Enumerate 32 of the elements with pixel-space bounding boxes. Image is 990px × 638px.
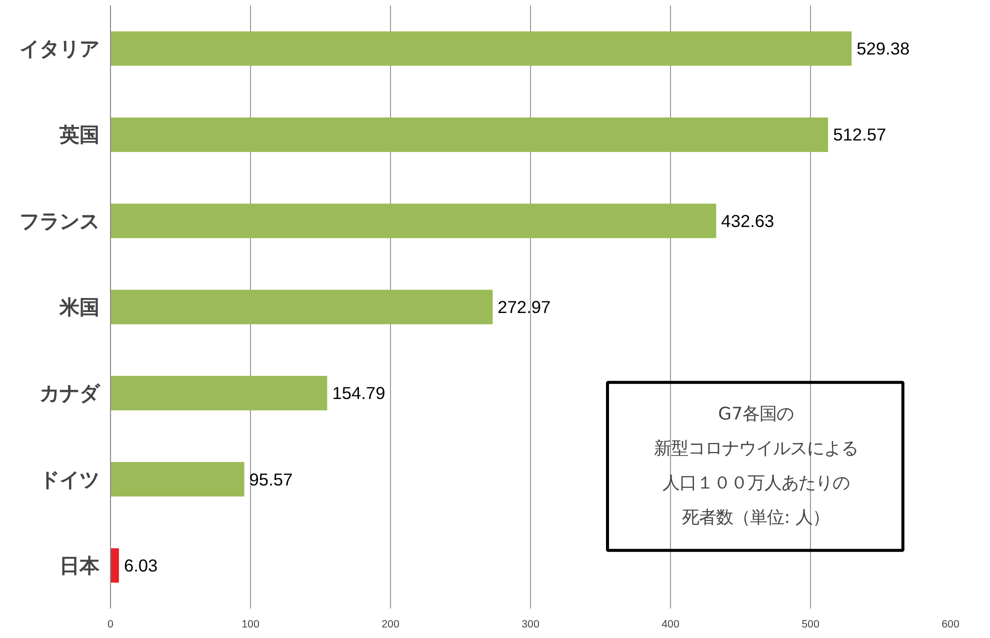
bar xyxy=(110,117,828,152)
x-tick-label: 200 xyxy=(382,618,400,630)
data-label: 6.03 xyxy=(124,555,158,576)
x-tick-label: 100 xyxy=(242,618,260,630)
x-tick-label: 500 xyxy=(802,618,820,630)
annotation: 死者数（単位: 人） xyxy=(682,508,830,528)
bar xyxy=(110,31,852,66)
data-label: 272.97 xyxy=(498,297,551,317)
y-tick-label: ドイツ xyxy=(40,467,100,492)
y-tick-label: 日本 xyxy=(60,553,100,578)
bar xyxy=(110,290,493,324)
x-tick-label: 300 xyxy=(522,618,540,630)
bar xyxy=(110,462,244,497)
data-label: 95.57 xyxy=(249,469,293,490)
x-tick-label: 400 xyxy=(662,618,680,630)
y-tick-label: 米国 xyxy=(58,295,100,319)
y-tick-label: 英国 xyxy=(58,122,100,147)
bar xyxy=(110,548,119,583)
data-label: 512.57 xyxy=(833,124,886,145)
annotation: G7各国の xyxy=(718,404,794,425)
data-label: 154.79 xyxy=(332,383,386,404)
annotation: 新型コロナウイルスによる xyxy=(654,439,858,460)
bar xyxy=(110,376,328,410)
bar xyxy=(110,204,716,238)
y-tick-label: カナダ xyxy=(40,381,100,406)
data-label: 432.63 xyxy=(721,210,774,231)
y-tick-label: イタリア xyxy=(20,36,100,61)
x-tick-label: 600 xyxy=(942,618,960,630)
y-tick-label: フランス xyxy=(20,208,100,233)
annotation: 人口１００万人あたりの xyxy=(662,474,850,494)
data-label: 529.38 xyxy=(856,38,910,59)
x-tick-label: 0 xyxy=(108,618,114,630)
